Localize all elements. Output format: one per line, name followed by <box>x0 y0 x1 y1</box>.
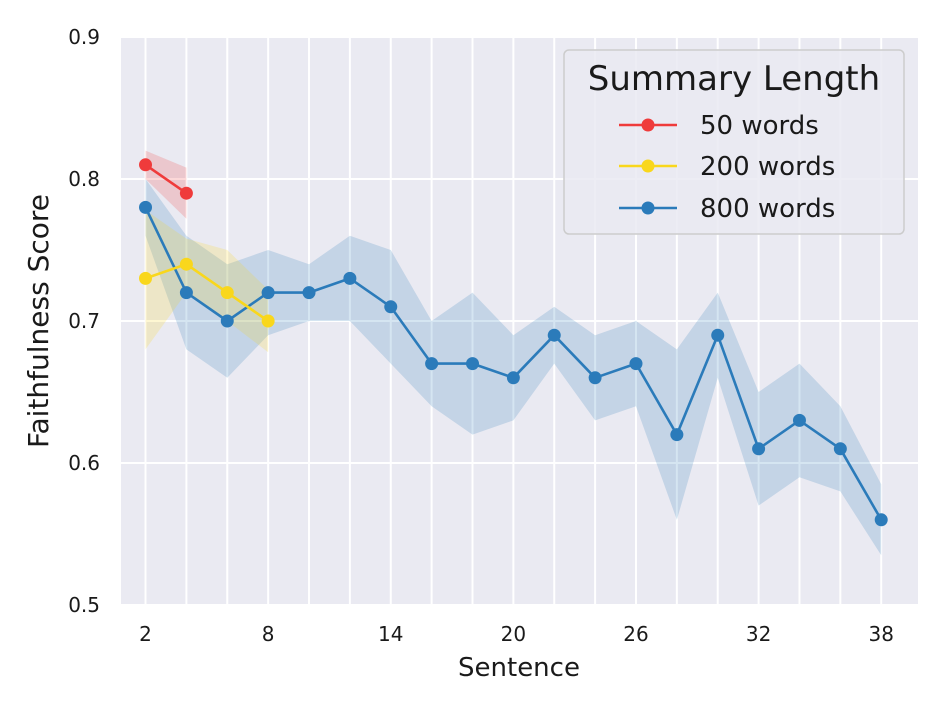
data-point-800-words <box>792 413 806 427</box>
x-tick-label: 2 <box>139 622 152 646</box>
legend-item-200-words: 200 words <box>619 152 835 182</box>
legend-title: Summary Length <box>588 59 880 99</box>
x-tick-label: 20 <box>501 622 526 646</box>
data-point-800-words <box>629 357 643 371</box>
data-point-800-words <box>302 286 316 300</box>
data-point-800-words <box>752 442 766 456</box>
x-axis-label: Sentence <box>458 653 580 683</box>
data-point-800-words <box>343 271 357 285</box>
data-point-800-words <box>425 357 439 371</box>
data-point-200-words <box>220 286 234 300</box>
data-point-50-words <box>179 186 193 200</box>
data-point-800-words <box>547 328 561 342</box>
data-point-800-words <box>220 314 234 328</box>
data-point-800-words <box>670 428 684 442</box>
legend-label-200-words: 200 words <box>700 152 835 182</box>
data-point-800-words <box>506 371 520 385</box>
y-tick-label: 0.5 <box>68 593 100 617</box>
confidence-band-800-words <box>145 179 882 556</box>
x-tick-label: 8 <box>262 622 275 646</box>
data-point-200-words <box>139 271 153 285</box>
x-tick-label: 38 <box>868 622 893 646</box>
legend-item-800-words: 800 words <box>619 194 835 224</box>
y-axis-label: Faithfulness Score <box>22 194 55 448</box>
data-point-800-words <box>179 286 193 300</box>
series-line-200-words <box>145 262 269 323</box>
data-point-200-words <box>179 257 193 271</box>
data-point-50-words <box>139 158 153 172</box>
grid-lines <box>121 36 918 606</box>
legend-marker-50-words <box>641 118 655 132</box>
x-tick-labels: 2 8 14 20 26 32 38 <box>139 622 894 646</box>
data-point-800-words <box>261 286 275 300</box>
legend-marker-200-words <box>641 159 655 173</box>
x-tick-label: 14 <box>378 622 403 646</box>
legend-marker-800-words <box>641 201 655 215</box>
data-point-800-words <box>139 200 153 214</box>
series-points <box>139 158 888 527</box>
confidence-band-200-words <box>145 210 269 353</box>
legend-label-50-words: 50 words <box>700 111 819 141</box>
series-line-50-words <box>144 163 188 195</box>
data-point-800-words <box>465 357 479 371</box>
data-point-200-words <box>261 314 275 328</box>
data-point-800-words <box>833 442 847 456</box>
data-point-800-words <box>711 328 725 342</box>
legend-label-800-words: 800 words <box>700 194 835 224</box>
data-point-800-words <box>874 513 888 527</box>
legend-box <box>563 49 905 235</box>
legend-item-50-words: 50 words <box>619 111 819 141</box>
legend: Summary Length 50 words 200 words 800 word… <box>563 49 905 235</box>
x-tick-label: 32 <box>746 622 771 646</box>
y-tick-label: 0.7 <box>68 309 100 333</box>
data-point-800-words <box>384 300 398 314</box>
y-tick-label: 0.8 <box>68 167 100 191</box>
data-point-800-words <box>588 371 602 385</box>
y-tick-label: 0.9 <box>68 25 100 49</box>
x-tick-label: 26 <box>623 622 648 646</box>
y-tick-label: 0.6 <box>68 451 100 475</box>
confidence-bands <box>145 150 882 556</box>
y-tick-labels: 0.5 0.6 0.7 0.8 0.9 <box>68 25 100 617</box>
confidence-band-50-words <box>145 150 187 219</box>
